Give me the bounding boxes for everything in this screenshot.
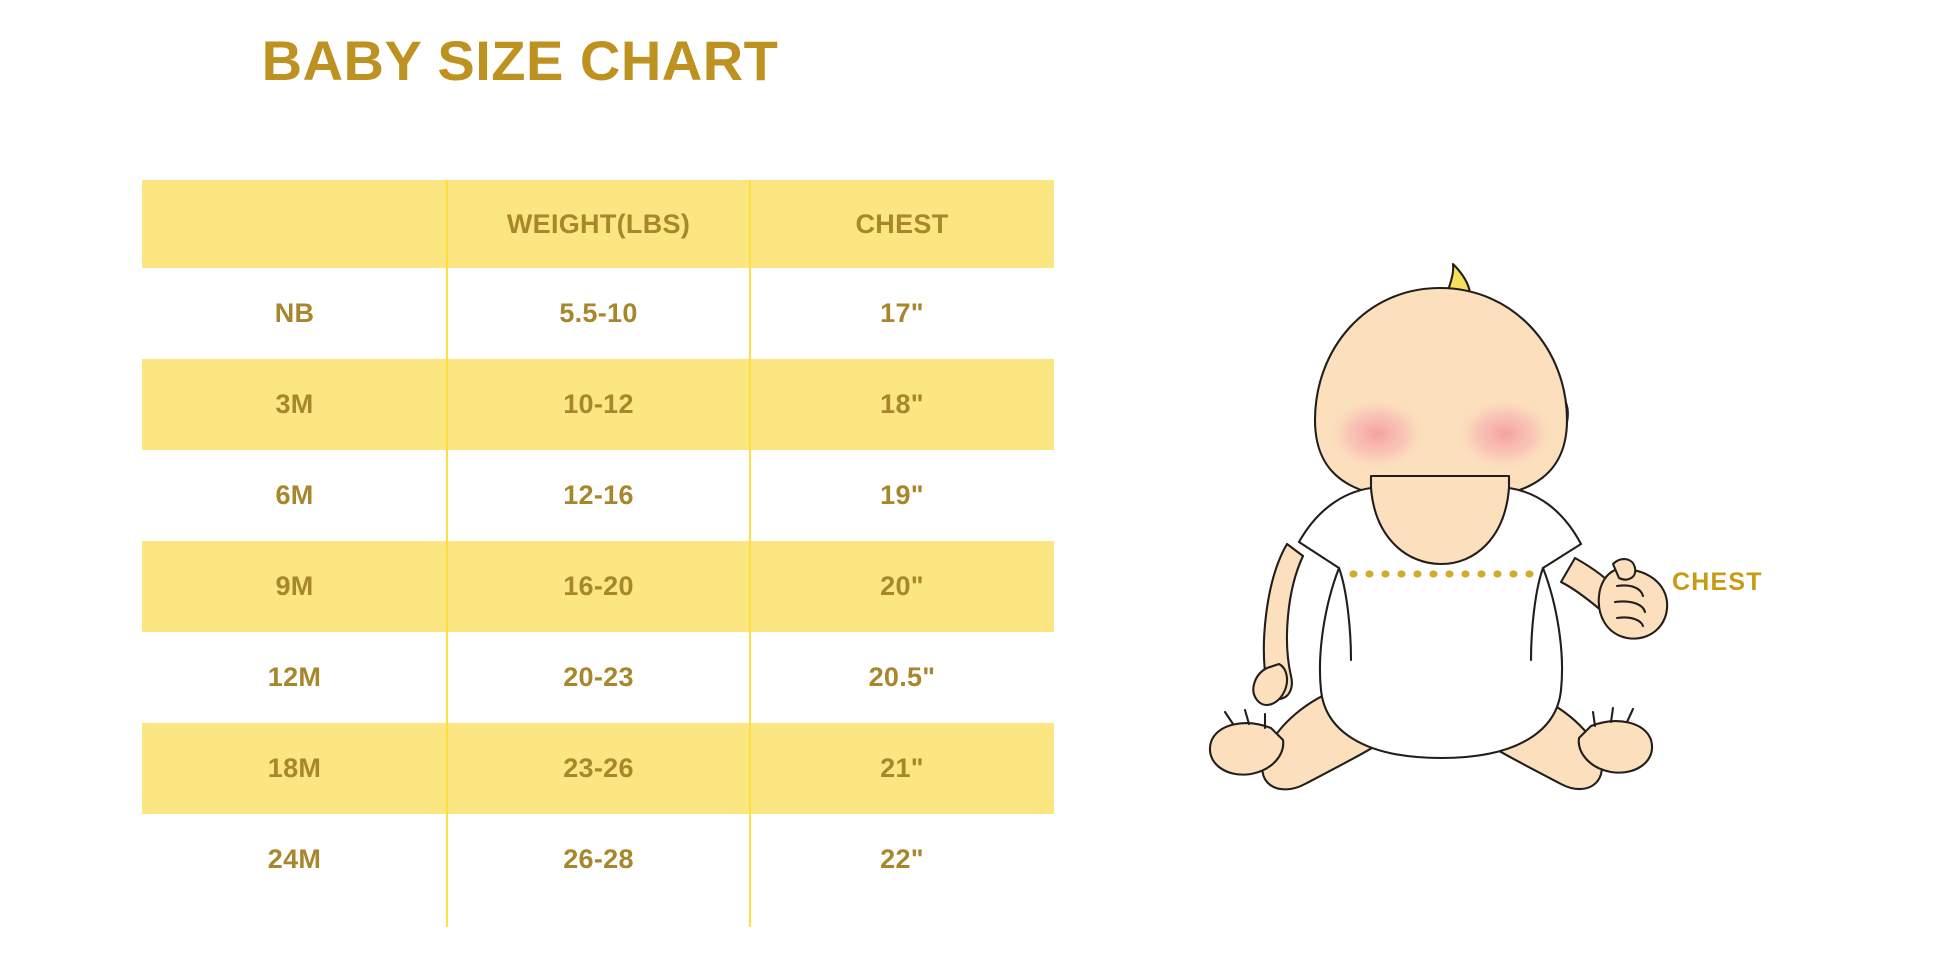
- column-header-chest: CHEST: [855, 208, 949, 239]
- table-row: 24M 26-28 22": [142, 814, 1054, 905]
- column-header-weight: WEIGHT(LBS): [506, 208, 691, 239]
- cell-weight: 10-12: [563, 389, 634, 419]
- column-divider-left: [446, 180, 448, 927]
- cell-weight: 23-26: [563, 753, 634, 783]
- onesie-right-fold: [1529, 566, 1545, 662]
- cell-chest: 18": [880, 389, 924, 419]
- cell-size: 24M: [267, 844, 322, 874]
- cell-weight: 5.5-10: [559, 298, 638, 328]
- onesie-left-fold: [1337, 566, 1353, 662]
- onesie: [1297, 486, 1583, 760]
- left-foot-toes: [1223, 708, 1267, 730]
- size-table: WEIGHT(LBS) CHEST NB 5.5-10 17" 3M 10-12…: [142, 180, 1054, 905]
- cell-chest: 17": [880, 298, 924, 328]
- cell-size: 12M: [267, 662, 322, 692]
- page-title: BABY SIZE CHART: [261, 29, 779, 92]
- cell-chest: 22": [880, 844, 924, 874]
- chest-measurement-label: CHEST: [1672, 568, 1763, 596]
- cell-size: 3M: [275, 389, 314, 419]
- right-foot: [1577, 720, 1654, 774]
- cell-chest: 19": [880, 480, 924, 510]
- table-body: NB 5.5-10 17" 3M 10-12 18" 6M 12-16 19" …: [142, 268, 1054, 905]
- column-header-size: [142, 180, 447, 268]
- cell-chest: 21": [880, 753, 924, 783]
- head: [1313, 286, 1569, 502]
- table-row: 12M 20-23 20.5": [142, 632, 1054, 723]
- sitting-baby-illustration: [1175, 238, 1695, 808]
- left-hand: [1252, 662, 1289, 706]
- table-row: NB 5.5-10 17": [142, 268, 1054, 359]
- table-row: 6M 12-16 19": [142, 450, 1054, 541]
- left-cheek-blush: [1325, 396, 1429, 472]
- column-divider-right: [749, 180, 751, 927]
- cell-weight: 16-20: [563, 571, 634, 601]
- cell-size: 9M: [275, 571, 314, 601]
- cell-size: 6M: [275, 480, 314, 510]
- table-header: WEIGHT(LBS) CHEST: [142, 180, 1054, 268]
- table-header-row: WEIGHT(LBS) CHEST: [142, 180, 1054, 268]
- cell-weight: 12-16: [563, 480, 634, 510]
- table-row: 18M 23-26 21": [142, 723, 1054, 814]
- table-row: 3M 10-12 18": [142, 359, 1054, 450]
- cell-chest: 20.5": [868, 662, 936, 692]
- cell-size: 18M: [267, 753, 322, 783]
- cell-size: NB: [274, 298, 315, 328]
- right-fist-knuckles: [1613, 584, 1647, 628]
- right-cheek-blush: [1453, 396, 1557, 472]
- cell-weight: 20-23: [563, 662, 634, 692]
- table-row: 9M 16-20 20": [142, 541, 1054, 632]
- right-fist: [1597, 568, 1669, 640]
- right-foot-toes: [1591, 706, 1635, 728]
- cell-chest: 20": [880, 571, 924, 601]
- right-thumb: [1611, 558, 1637, 581]
- size-table-container: WEIGHT(LBS) CHEST NB 5.5-10 17" 3M 10-12…: [142, 180, 1054, 927]
- cell-weight: 26-28: [563, 844, 634, 874]
